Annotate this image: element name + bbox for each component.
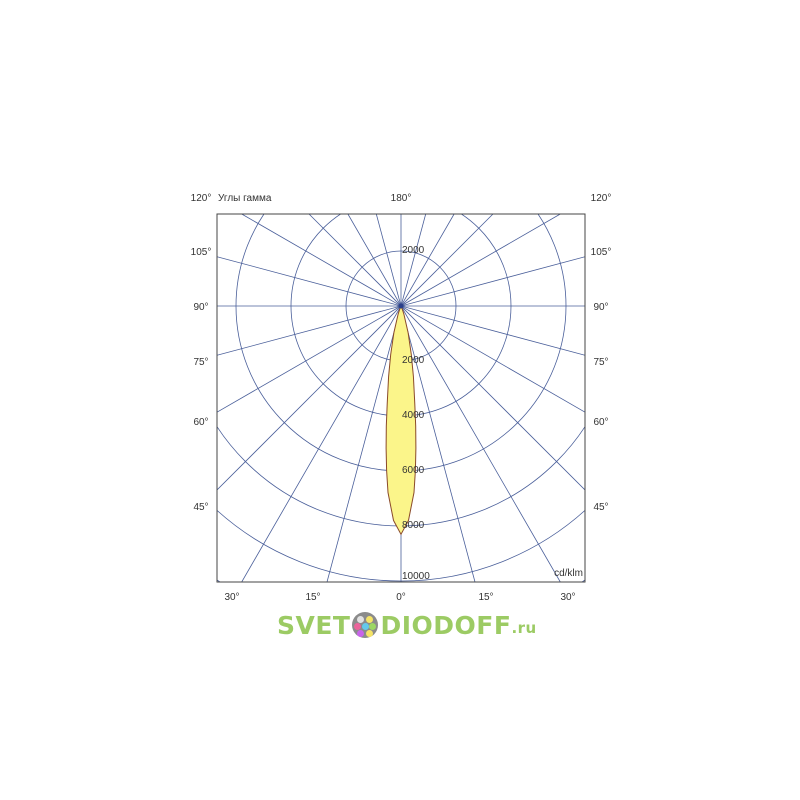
grid-group [217,214,585,582]
watermark-suffix: .ru [511,619,537,637]
radial-tick-top: 2000 [402,245,425,256]
radial-tick-6000: 6000 [402,465,425,476]
angle-label-bottom-2: 0° [396,592,406,603]
angle-label-right-3: 75° [593,357,608,368]
angle-label-right-1: 105° [591,247,612,258]
grid-spoke-60 [217,214,561,413]
angle-label-top: 180° [391,193,412,204]
radial-tick-8000: 8000 [402,520,425,531]
center-point [398,303,404,309]
angle-label-bottom-3: 15° [478,592,493,603]
angle-label-right-4: 60° [593,417,608,428]
grid-spoke-30 [241,214,455,582]
angle-label-bottom-0: 30° [224,592,239,603]
plot-frame [216,213,586,583]
grid-spoke-150 [347,214,561,582]
angle-label-right-2: 90° [593,302,608,313]
angle-label-left-4: 60° [193,417,208,428]
angle-label-left-1: 105° [191,247,212,258]
angle-label-right-5: 45° [593,502,608,513]
unit-label: cd/klm [554,568,583,579]
angle-label-left-3: 75° [193,357,208,368]
watermark-left: SVET [277,610,351,640]
radial-tick-2000: 2000 [402,355,425,366]
grid-spoke-15 [326,214,427,582]
radial-tick-10000: 10000 [402,571,430,582]
angle-label-left-2: 90° [193,302,208,313]
logo-dots-icon [352,612,379,638]
angle-label-right-0: 120° [591,193,612,204]
grid-spoke-120 [241,214,585,413]
watermark-right: DIODOFF [380,610,512,640]
watermark-logo: SVET DIODOFF .ru [277,610,537,640]
chart-title: Углы гамма [218,193,272,204]
radial-tick-4000: 4000 [402,410,425,421]
angle-label-left-0: 120° [191,193,212,204]
angle-label-left-5: 45° [193,502,208,513]
grid-spoke-165 [375,214,476,582]
grid-spoke-135 [308,214,585,491]
grid-spoke-45 [217,214,494,491]
angle-label-bottom-4: 30° [560,592,575,603]
angle-label-bottom-1: 15° [305,592,320,603]
